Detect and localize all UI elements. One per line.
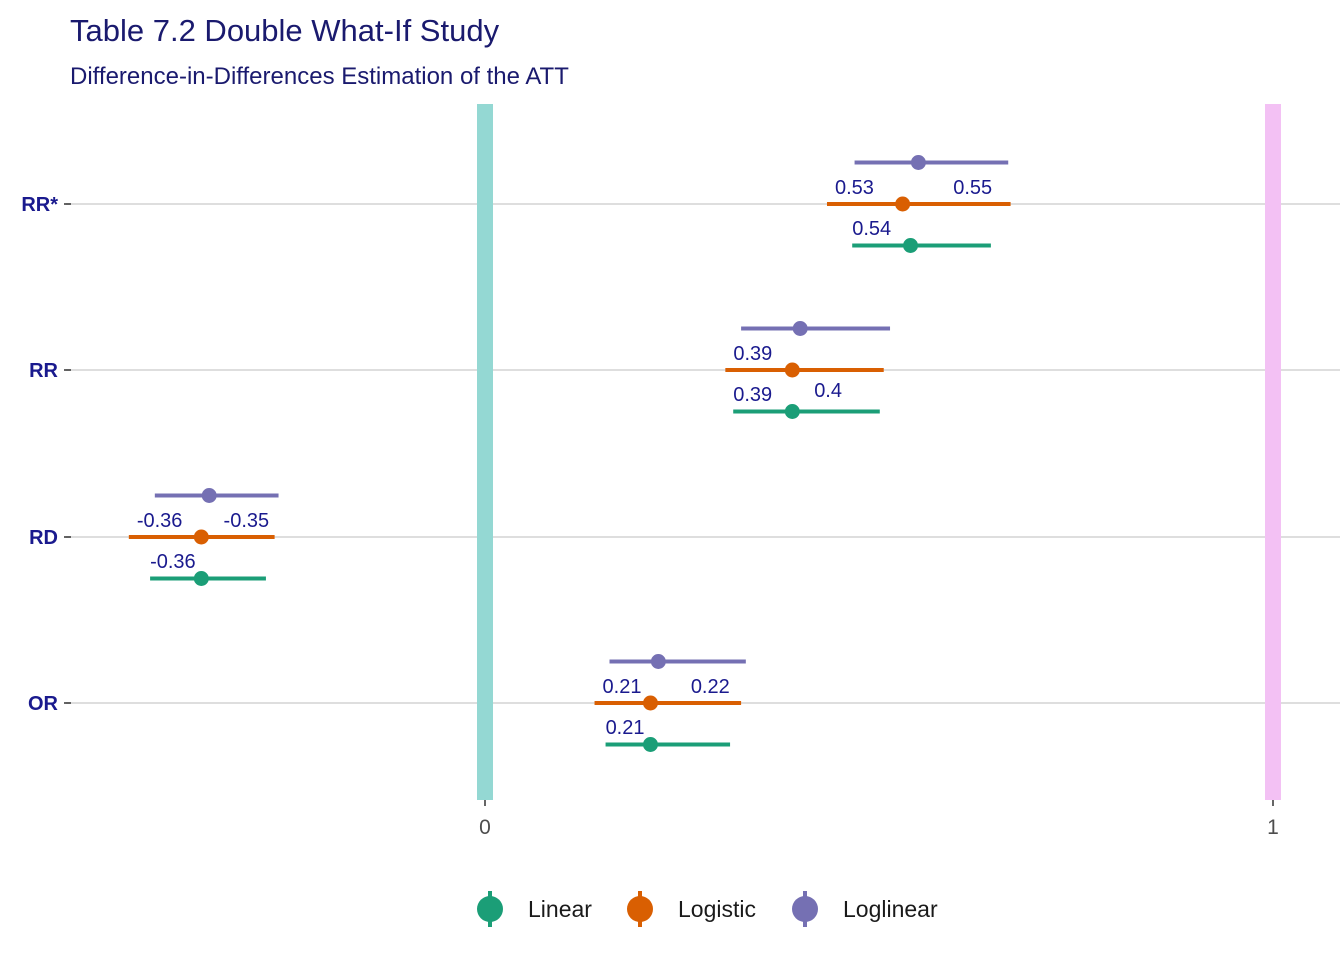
chart-title: Table 7.2 Double What-If Study (70, 13, 500, 48)
legend-key-point (792, 896, 818, 922)
value-label-linear: 0.54 (852, 218, 891, 240)
point-loglinear (792, 321, 808, 336)
legend-key-point (477, 896, 503, 922)
value-label-logistic: 0.53 (835, 177, 874, 199)
legend-label: Loglinear (843, 896, 938, 922)
legend-label: Logistic (678, 896, 756, 922)
point-linear (642, 737, 658, 752)
point-logistic (784, 362, 800, 378)
value-label-loglinear: 0.22 (691, 676, 730, 698)
y-tick-label: OR (28, 693, 59, 715)
value-label-loglinear: 0.55 (953, 177, 992, 199)
value-label-linear: -0.36 (150, 551, 196, 573)
point-logistic (193, 529, 209, 545)
chart-subtitle: Difference-in-Differences Estimation of … (70, 63, 569, 90)
point-logistic (642, 695, 658, 711)
value-label-logistic: 0.21 (603, 676, 642, 698)
value-label-loglinear: 0.4 (814, 380, 842, 402)
point-loglinear (650, 654, 666, 669)
reference-line (477, 104, 493, 800)
value-label-linear: 0.21 (606, 717, 645, 739)
value-label-loglinear: -0.35 (224, 510, 270, 532)
y-tick-label: RR (29, 360, 58, 382)
point-loglinear (201, 488, 217, 503)
value-label-logistic: 0.39 (733, 343, 772, 365)
legend-label: Linear (528, 896, 592, 922)
legend-key-point (627, 896, 653, 922)
x-tick-label: 1 (1267, 816, 1279, 839)
reference-line (1265, 104, 1281, 800)
value-label-logistic: -0.36 (137, 510, 183, 532)
y-tick-label: RR* (21, 194, 58, 216)
legend: Linear Logistic Loglinear (477, 891, 938, 927)
point-logistic (895, 196, 911, 212)
point-linear (193, 571, 209, 586)
y-tick-label: RD (29, 527, 58, 549)
point-linear (903, 238, 919, 253)
value-label-linear: 0.39 (733, 384, 772, 406)
x-tick-label: 0 (479, 816, 491, 839)
point-loglinear (910, 155, 926, 170)
point-linear (784, 404, 800, 419)
plot-area: RR* RR RD OR 0 1 0.54 0.39 -0.36 0.21 0.53 0.39 -0.3… (21, 104, 1340, 839)
